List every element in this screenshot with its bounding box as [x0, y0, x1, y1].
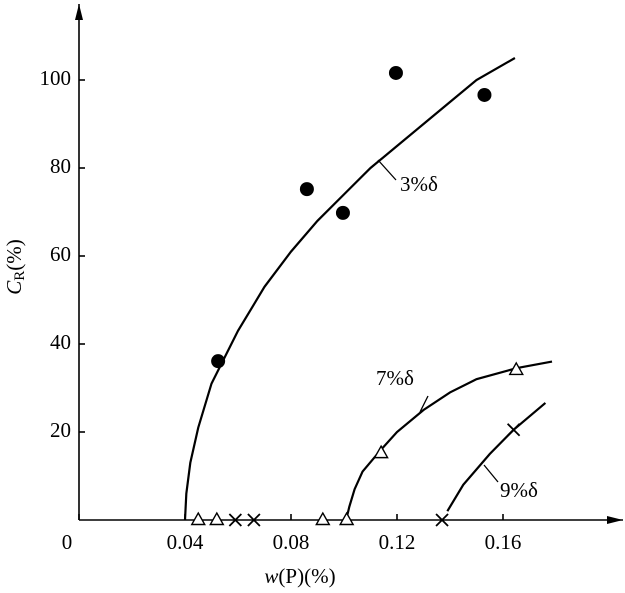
y-tick-label: 100	[40, 66, 72, 90]
point	[373, 444, 389, 459]
series-label: 3%δ	[400, 172, 438, 196]
point	[228, 513, 242, 527]
point	[435, 513, 449, 527]
point	[209, 511, 225, 526]
point	[388, 65, 403, 80]
point	[299, 182, 314, 197]
y-tick-label: 20	[50, 418, 71, 442]
y-tick-label: 60	[50, 242, 71, 266]
point	[190, 511, 206, 526]
x-tick-label: 0	[62, 530, 73, 554]
y-axis-arrow	[75, 4, 83, 20]
x-tick-label: 0.16	[485, 530, 522, 554]
x-tick-label: 0.12	[379, 530, 416, 554]
point	[508, 361, 524, 376]
point	[338, 511, 355, 526]
series-label: 9%δ	[500, 478, 538, 502]
point	[506, 423, 521, 437]
y-axis-label: CR(%)	[2, 239, 29, 295]
label-leader	[377, 159, 397, 181]
y-label-var: C	[2, 280, 26, 295]
y-tick-label: 40	[50, 330, 71, 354]
x-label-rest: (P)(%)	[278, 564, 335, 588]
point	[211, 354, 226, 369]
x-tick-label: 0.08	[273, 530, 310, 554]
point	[247, 513, 261, 527]
fit-curve	[183, 57, 516, 521]
label-leader	[483, 464, 499, 483]
x-axis-arrow	[607, 516, 623, 524]
point	[477, 87, 492, 102]
fit-curve	[345, 360, 553, 521]
y-label-unit: (%)	[2, 239, 26, 270]
y-label-sub: R	[12, 271, 28, 281]
series-label: 7%δ	[376, 366, 414, 390]
y-tick-label: 80	[50, 154, 71, 178]
x-tick-label: 0.04	[167, 530, 204, 554]
point	[335, 205, 350, 220]
point	[315, 511, 331, 526]
label-leader	[419, 395, 429, 413]
x-axis-label: w(P)(%)	[264, 564, 335, 588]
x-label-var: w	[264, 564, 278, 588]
fit-curve	[446, 402, 547, 512]
